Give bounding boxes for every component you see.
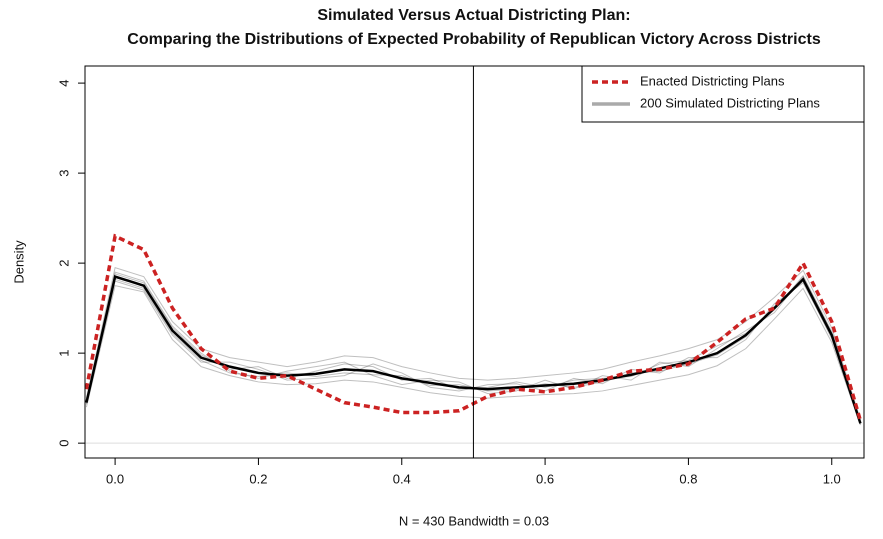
- chart-title: Simulated Versus Actual Districting Plan…: [317, 7, 630, 24]
- legend-label: Enacted Districting Plans: [640, 73, 785, 88]
- x-tick-label: 0.8: [679, 471, 697, 486]
- legend-label: 200 Simulated Districting Plans: [640, 95, 820, 110]
- x-tick-label: 0.0: [106, 471, 124, 486]
- x-tick-label: 1.0: [823, 471, 841, 486]
- x-tick-label: 0.2: [249, 471, 267, 486]
- plot-area: [84, 233, 864, 444]
- y-axis-label: Density: [11, 240, 26, 284]
- chart-subtitle: Comparing the Distributions of Expected …: [127, 31, 821, 48]
- plot-frame: [84, 65, 865, 459]
- y-tick-label: 0: [56, 440, 71, 447]
- y-tick-label: 2: [56, 260, 71, 267]
- y-tick-label: 4: [56, 79, 71, 86]
- y-tick-label: 1: [56, 350, 71, 357]
- x-tick-label: 0.6: [536, 471, 554, 486]
- x-tick-label: 0.4: [393, 471, 411, 486]
- legend-box: [581, 65, 865, 123]
- x-axis-label: N = 430 Bandwidth = 0.03: [399, 513, 549, 528]
- y-tick-label: 3: [56, 169, 71, 176]
